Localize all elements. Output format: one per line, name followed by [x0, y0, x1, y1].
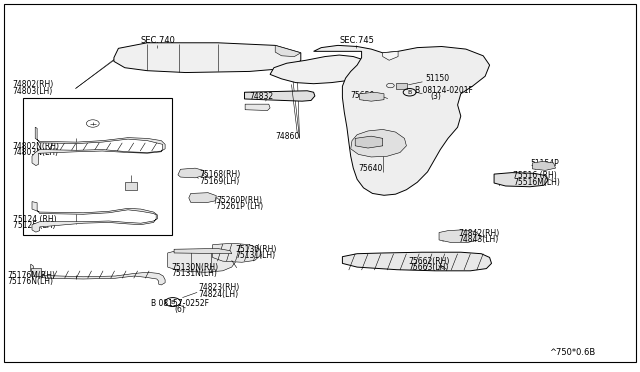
Text: 74824(LH): 74824(LH)	[198, 290, 239, 299]
Text: 75516 (RH): 75516 (RH)	[513, 171, 557, 180]
Text: 74860: 74860	[275, 132, 300, 141]
Text: 75176M(RH): 75176M(RH)	[8, 271, 56, 280]
Text: 75516M(LH): 75516M(LH)	[513, 178, 560, 187]
Polygon shape	[189, 193, 216, 203]
Polygon shape	[32, 127, 165, 166]
Polygon shape	[114, 43, 301, 73]
Text: 75662(RH): 75662(RH)	[408, 257, 450, 266]
Polygon shape	[360, 92, 384, 101]
Text: 74803N(LH): 74803N(LH)	[13, 148, 59, 157]
Polygon shape	[244, 91, 315, 101]
Text: (3): (3)	[430, 92, 441, 101]
Polygon shape	[31, 264, 165, 285]
Text: ^750*0.6B: ^750*0.6B	[549, 348, 595, 357]
Bar	[396, 83, 407, 89]
Polygon shape	[532, 161, 556, 170]
Text: 75125 (LH): 75125 (LH)	[13, 221, 55, 230]
Text: 74832: 74832	[250, 92, 274, 101]
Text: 51150: 51150	[426, 74, 450, 83]
Text: 75131(LH): 75131(LH)	[236, 251, 276, 260]
Text: SEC.745: SEC.745	[339, 36, 374, 45]
Text: (6): (6)	[174, 305, 185, 314]
Polygon shape	[168, 249, 236, 272]
Polygon shape	[355, 136, 383, 148]
Text: 75261P (LH): 75261P (LH)	[216, 202, 264, 211]
Polygon shape	[439, 230, 480, 243]
Polygon shape	[270, 55, 367, 84]
Text: 74842(RH): 74842(RH)	[458, 229, 499, 238]
Text: 74802(RH): 74802(RH)	[13, 80, 54, 89]
Bar	[31, 268, 41, 276]
Text: 75640: 75640	[358, 164, 383, 173]
Polygon shape	[245, 104, 270, 110]
Text: B 08157-0252F: B 08157-0252F	[151, 299, 209, 308]
Text: 75124 (RH): 75124 (RH)	[13, 215, 56, 224]
Text: 74823(RH): 74823(RH)	[198, 283, 239, 292]
Polygon shape	[351, 129, 406, 157]
Text: 74803(LH): 74803(LH)	[13, 87, 53, 96]
Polygon shape	[314, 45, 490, 195]
Polygon shape	[32, 202, 157, 232]
Polygon shape	[178, 168, 204, 178]
Text: 75130N(RH): 75130N(RH)	[172, 263, 219, 272]
Text: 75130(RH): 75130(RH)	[236, 245, 277, 254]
Text: 51154P: 51154P	[530, 159, 559, 168]
Polygon shape	[383, 51, 398, 60]
Text: B 08124-0201F: B 08124-0201F	[415, 86, 472, 95]
Text: 75663(LH): 75663(LH)	[408, 263, 449, 272]
Text: SEC.740: SEC.740	[141, 36, 175, 45]
Text: 75169(LH): 75169(LH)	[200, 177, 240, 186]
Text: 74843(LH): 74843(LH)	[458, 235, 499, 244]
Text: B: B	[408, 90, 412, 95]
Bar	[23, 98, 172, 235]
Text: 75650: 75650	[351, 92, 375, 100]
Text: B: B	[171, 299, 175, 305]
Polygon shape	[342, 252, 492, 271]
Text: 75176N(LH): 75176N(LH)	[8, 277, 54, 286]
Polygon shape	[275, 45, 301, 57]
Polygon shape	[494, 173, 548, 187]
Text: 75260P(RH): 75260P(RH)	[216, 196, 262, 205]
Polygon shape	[212, 243, 261, 262]
Text: 75168(RH): 75168(RH)	[200, 170, 241, 179]
Text: 74802N(RH): 74802N(RH)	[13, 142, 60, 151]
Polygon shape	[174, 248, 232, 254]
Text: 75131N(LH): 75131N(LH)	[172, 269, 218, 278]
Bar	[125, 182, 137, 190]
